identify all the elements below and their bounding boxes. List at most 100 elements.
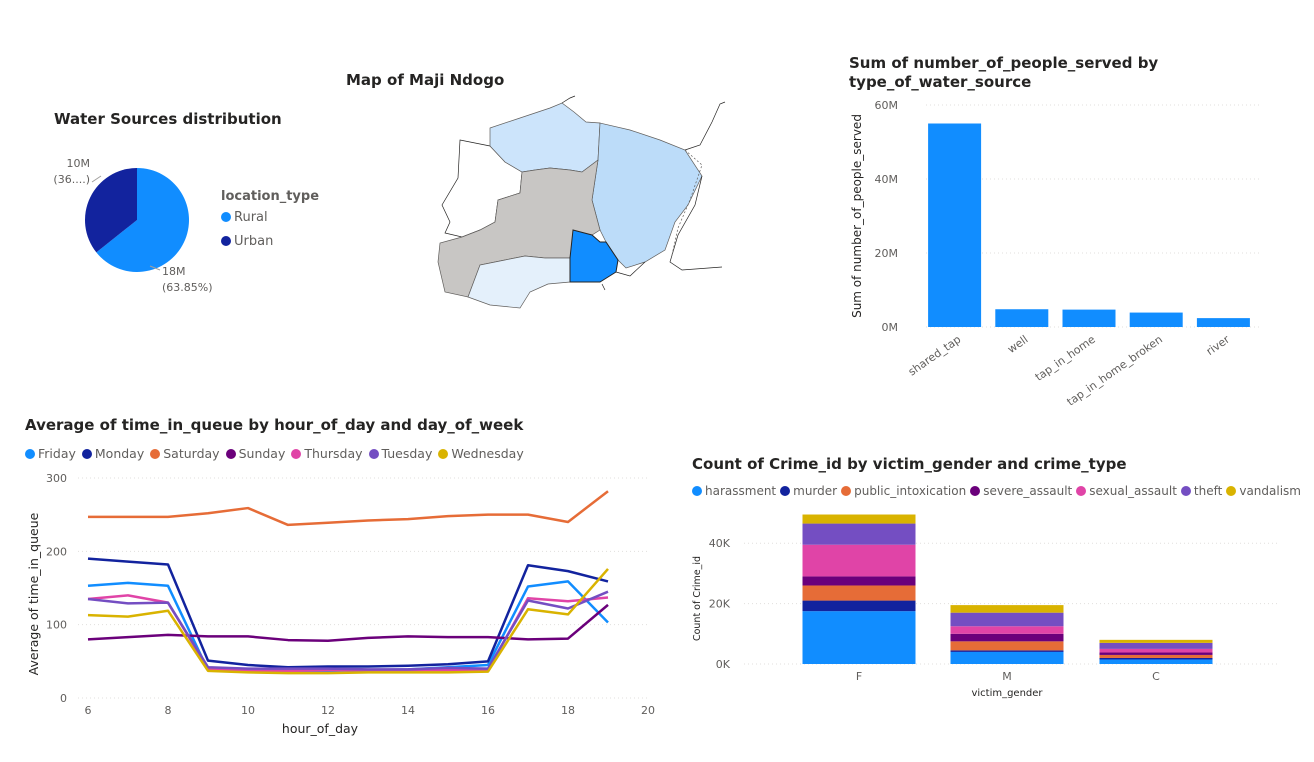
people-ytick-label: 20M bbox=[875, 247, 899, 260]
people-bar-well[interactable] bbox=[995, 309, 1049, 327]
queue-line-monday[interactable] bbox=[87, 557, 609, 669]
crime-xtick-label: C bbox=[1152, 670, 1160, 683]
legend-label: Monday bbox=[94, 446, 145, 461]
legend-item-rural[interactable]: Rural bbox=[221, 210, 319, 225]
rural-dot-icon bbox=[221, 212, 231, 222]
map-outline-south bbox=[601, 261, 646, 291]
queue-line-friday[interactable] bbox=[87, 580, 609, 673]
people-xtick-label: well bbox=[1005, 333, 1030, 356]
map-outline-north bbox=[561, 95, 576, 104]
legend-item-friday[interactable]: Friday bbox=[25, 446, 76, 461]
queue-xtick-label: 10 bbox=[241, 704, 255, 717]
queue-xtick-label: 12 bbox=[321, 704, 335, 717]
queue-xtick-label: 16 bbox=[481, 704, 495, 717]
crime-bar-F-public_intoxication[interactable] bbox=[802, 585, 916, 601]
queue-line-saturday[interactable] bbox=[88, 490, 609, 527]
crime-bar-F-sexual_assault[interactable] bbox=[802, 544, 916, 577]
queue-line-sunday[interactable] bbox=[87, 603, 609, 643]
crime-bar-C-sexual_assault[interactable] bbox=[1099, 648, 1213, 653]
legend-dot-icon bbox=[368, 449, 379, 459]
crime-xlabel: victim_gender bbox=[971, 688, 1043, 699]
legend-item-thursday[interactable]: Thursday bbox=[291, 446, 363, 461]
people-ytick-label: 0M bbox=[882, 321, 899, 334]
queue-ytick-label: 0 bbox=[60, 692, 67, 705]
crime-bar-C-harassment[interactable] bbox=[1099, 659, 1213, 664]
crime-bar-F-theft[interactable] bbox=[802, 523, 916, 545]
legend-label: sexual_assault bbox=[1089, 484, 1177, 498]
legend-item-saturday[interactable]: Saturday bbox=[150, 446, 220, 461]
map-region-north[interactable] bbox=[489, 102, 601, 173]
people-ytick-label: 60M bbox=[875, 99, 899, 112]
legend-item-sunday[interactable]: Sunday bbox=[225, 446, 285, 461]
queue-ytick-label: 200 bbox=[46, 545, 67, 558]
crime-bar-C-severe_assault[interactable] bbox=[1099, 652, 1213, 655]
pie-leader-rural bbox=[149, 265, 161, 271]
queue-xlabel: hour_of_day bbox=[282, 721, 359, 736]
crime-chart: 0K 20K 40K Count of Crime_id F M Cvictim_gende… bbox=[692, 514, 1278, 699]
legend-item-urban[interactable]: Urban bbox=[221, 234, 319, 249]
people-bar-river[interactable] bbox=[1196, 318, 1250, 327]
map-region-south[interactable] bbox=[467, 255, 571, 309]
people-bar-shared_tap[interactable] bbox=[928, 123, 982, 328]
legend-label: theft bbox=[1193, 484, 1223, 498]
legend-item-severe_assault[interactable]: severe_assault bbox=[970, 484, 1072, 498]
legend-item-wednesday[interactable]: Wednesday bbox=[438, 446, 524, 461]
pie-leader-urban bbox=[91, 175, 102, 183]
legend-item-sexual_assault[interactable]: sexual_assault bbox=[1076, 484, 1177, 498]
queue-xtick-label: 6 bbox=[85, 704, 92, 717]
crime-bar-F-murder[interactable] bbox=[802, 600, 916, 612]
legend-label: murder bbox=[793, 484, 838, 498]
crime-bar-M-vandalism[interactable] bbox=[950, 605, 1064, 613]
crime-bar-C-murder[interactable] bbox=[1099, 657, 1213, 660]
pie-slice-rural[interactable] bbox=[96, 168, 189, 273]
map-region-east[interactable] bbox=[591, 122, 703, 269]
legend-label: Friday bbox=[38, 446, 76, 461]
crime-bar-M-harassment[interactable] bbox=[950, 651, 1064, 664]
legend-item-theft[interactable]: theft bbox=[1180, 484, 1223, 498]
people-served-chart: 0M 20M 40M 60M Sum of number_of_people_serve… bbox=[850, 99, 1262, 409]
water-sources-visual: Water Sources distribution 18M (63.85%) 10… bbox=[0, 0, 330, 380]
crime-bar-M-theft[interactable] bbox=[950, 612, 1064, 627]
crime-bar-M-sexual_assault[interactable] bbox=[950, 626, 1064, 634]
crime-bar-C-theft[interactable] bbox=[1099, 642, 1213, 649]
legend-item-harassment[interactable]: harassment bbox=[692, 484, 776, 498]
crime-bar-F-severe_assault[interactable] bbox=[802, 576, 916, 586]
pie-slice-urban[interactable] bbox=[85, 168, 137, 253]
queue-line-wednesday[interactable] bbox=[87, 568, 609, 675]
crime-ytick-label: 40K bbox=[709, 537, 731, 550]
legend-dot-icon bbox=[692, 486, 702, 496]
map-shape[interactable] bbox=[330, 0, 750, 380]
people-bar-tap_in_home[interactable] bbox=[1062, 309, 1116, 327]
crime-visual: Count of Crime_id by victim_gender and c… bbox=[680, 445, 1314, 762]
queue-xtick-label: 14 bbox=[401, 704, 415, 717]
legend-label-rural: Rural bbox=[234, 210, 268, 225]
pie-legend: location_type Rural Urban bbox=[221, 189, 319, 258]
legend-item-public_intoxication[interactable]: public_intoxication bbox=[841, 484, 966, 498]
map-visual: Map of Maji Ndogo bbox=[330, 0, 750, 380]
legend-label: harassment bbox=[705, 484, 777, 498]
legend-label: Thursday bbox=[304, 446, 363, 461]
pie-title: Water Sources distribution bbox=[54, 110, 282, 128]
crime-bar-C-vandalism[interactable] bbox=[1099, 639, 1213, 643]
queue-ytick-label: 100 bbox=[46, 619, 67, 632]
legend-dot-icon bbox=[841, 486, 852, 496]
queue-line-tuesday[interactable] bbox=[87, 590, 609, 671]
legend-label: public_intoxication bbox=[854, 484, 967, 498]
crime-bar-F-harassment[interactable] bbox=[802, 611, 916, 664]
crime-bar-M-severe_assault[interactable] bbox=[950, 633, 1064, 642]
legend-item-murder[interactable]: murder bbox=[780, 484, 837, 498]
map-outline-east bbox=[669, 101, 726, 271]
legend-item-monday[interactable]: Monday bbox=[81, 446, 145, 461]
queue-line-thursday[interactable] bbox=[87, 594, 609, 673]
crime-bar-C-public_intoxication[interactable] bbox=[1099, 654, 1213, 658]
people-bar-tap_in_home_broken[interactable] bbox=[1129, 312, 1183, 327]
legend-item-vandalism[interactable]: vandalism bbox=[1226, 484, 1301, 498]
legend-item-tuesday[interactable]: Tuesday bbox=[368, 446, 432, 461]
crime-bar-M-public_intoxication[interactable] bbox=[950, 641, 1064, 651]
queue-xtick-label: 20 bbox=[641, 704, 655, 717]
pie-label-rural-value: 18M bbox=[162, 265, 186, 278]
crime-bar-F-vandalism[interactable] bbox=[802, 514, 916, 524]
queue-visual: Average of time_in_queue by hour_of_day … bbox=[0, 405, 670, 762]
pie-chart: 18M (63.85%) 10M (36....) bbox=[53, 157, 212, 294]
crime-bar-M-murder[interactable] bbox=[950, 650, 1064, 652]
